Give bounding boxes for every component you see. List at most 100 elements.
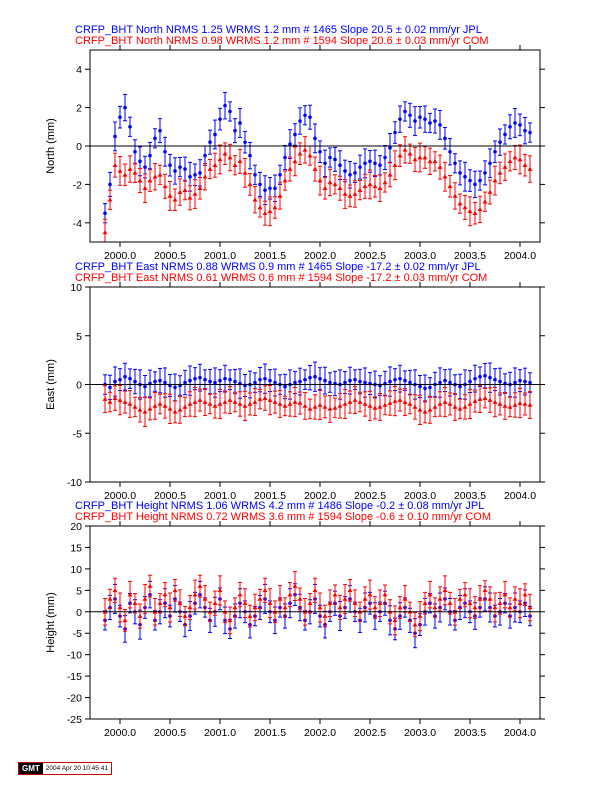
- east-point: [217, 401, 223, 406]
- north-point: [268, 186, 272, 191]
- east-point: [137, 407, 143, 412]
- north-xtick-label: 2001.5: [254, 250, 286, 262]
- height-point: [242, 600, 248, 605]
- east-point: [197, 397, 203, 402]
- height-ytick-label: -15: [67, 671, 82, 683]
- north-point: [138, 159, 142, 164]
- east-point: [182, 404, 188, 409]
- north-point: [168, 163, 172, 167]
- north-point: [408, 113, 412, 118]
- east-xtick-label: 2000.0: [104, 490, 136, 502]
- north-point: [457, 201, 463, 206]
- north-point: [498, 140, 502, 144]
- east-point: [327, 406, 333, 411]
- north-point: [517, 156, 523, 162]
- height-point: [362, 596, 368, 601]
- east-point: [512, 402, 518, 407]
- north-point: [463, 174, 467, 179]
- height-point: [352, 600, 358, 605]
- north-point: [218, 117, 222, 121]
- north-panel: CRFP_BHT North NRMS 1.25 WRMS 1.2 mm # 1…: [45, 24, 545, 262]
- height-point: [472, 604, 478, 610]
- east-point: [513, 380, 517, 385]
- north-point: [317, 178, 323, 183]
- north-point: [198, 171, 202, 175]
- height-point: [467, 600, 473, 605]
- east-point: [332, 405, 338, 410]
- east-point: [212, 403, 218, 408]
- north-point: [233, 128, 237, 133]
- east-point: [497, 401, 503, 406]
- north-point: [378, 163, 382, 167]
- east-point: [158, 378, 162, 383]
- east-point: [437, 401, 443, 406]
- north-point: [183, 167, 187, 171]
- north-point: [177, 189, 183, 194]
- east-point: [198, 375, 202, 380]
- height-point: [377, 600, 383, 605]
- north-point: [368, 159, 372, 164]
- east-data: [102, 361, 533, 427]
- north-point: [128, 125, 132, 129]
- east-point: [483, 373, 487, 378]
- north-point: [433, 119, 437, 123]
- east-point: [177, 407, 183, 412]
- height-point: [327, 600, 333, 605]
- height-point: [447, 600, 453, 605]
- height-point: [127, 592, 133, 597]
- height-series-jpl: [103, 580, 532, 649]
- height-point: [262, 587, 268, 593]
- east-point: [128, 376, 132, 381]
- north-point: [308, 115, 312, 119]
- east-point: [188, 378, 192, 383]
- height-point: [187, 604, 193, 610]
- east-point: [183, 380, 187, 385]
- north-ytick-label: -4: [73, 218, 82, 230]
- north-point: [247, 181, 253, 187]
- height-ytick-label: -25: [67, 714, 82, 726]
- height-point: [177, 600, 183, 605]
- north-point: [298, 119, 302, 123]
- north-point: [192, 191, 198, 196]
- north-point: [387, 172, 393, 177]
- east-point: [352, 397, 358, 402]
- east-point: [482, 395, 488, 400]
- north-point: [297, 151, 303, 156]
- height-point: [437, 596, 443, 601]
- north-point: [188, 174, 192, 179]
- north-point: [202, 174, 208, 179]
- north-point: [473, 182, 477, 187]
- north-point: [402, 147, 408, 152]
- north-title-jpl: CRFP_BHT North NRMS 1.25 WRMS 1.2 mm # 1…: [75, 24, 482, 36]
- east-ytick-label: -10: [67, 477, 82, 489]
- east-point: [402, 399, 408, 404]
- north-point: [208, 140, 212, 144]
- east-point: [157, 401, 163, 406]
- east-point: [222, 399, 228, 404]
- north-point: [342, 191, 348, 196]
- height-point: [227, 617, 233, 623]
- height-point: [307, 600, 313, 605]
- north-point: [373, 161, 377, 166]
- north-point: [258, 182, 262, 187]
- north-point: [462, 204, 468, 210]
- east-xtick-label: 2002.0: [304, 490, 336, 502]
- east-point: [477, 396, 483, 401]
- east-point: [113, 379, 117, 384]
- height-point: [112, 587, 118, 593]
- east-point: [528, 380, 532, 385]
- north-point: [167, 193, 173, 198]
- east-point: [153, 379, 157, 384]
- east-point: [323, 378, 327, 383]
- east-point: [527, 402, 533, 407]
- height-point: [397, 604, 403, 610]
- north-point: [392, 162, 398, 167]
- height-point: [147, 583, 153, 588]
- north-point: [222, 151, 228, 156]
- north-point: [452, 193, 458, 198]
- north-point: [232, 162, 238, 167]
- north-point: [417, 155, 423, 160]
- north-point: [102, 229, 108, 235]
- north-point: [318, 149, 322, 154]
